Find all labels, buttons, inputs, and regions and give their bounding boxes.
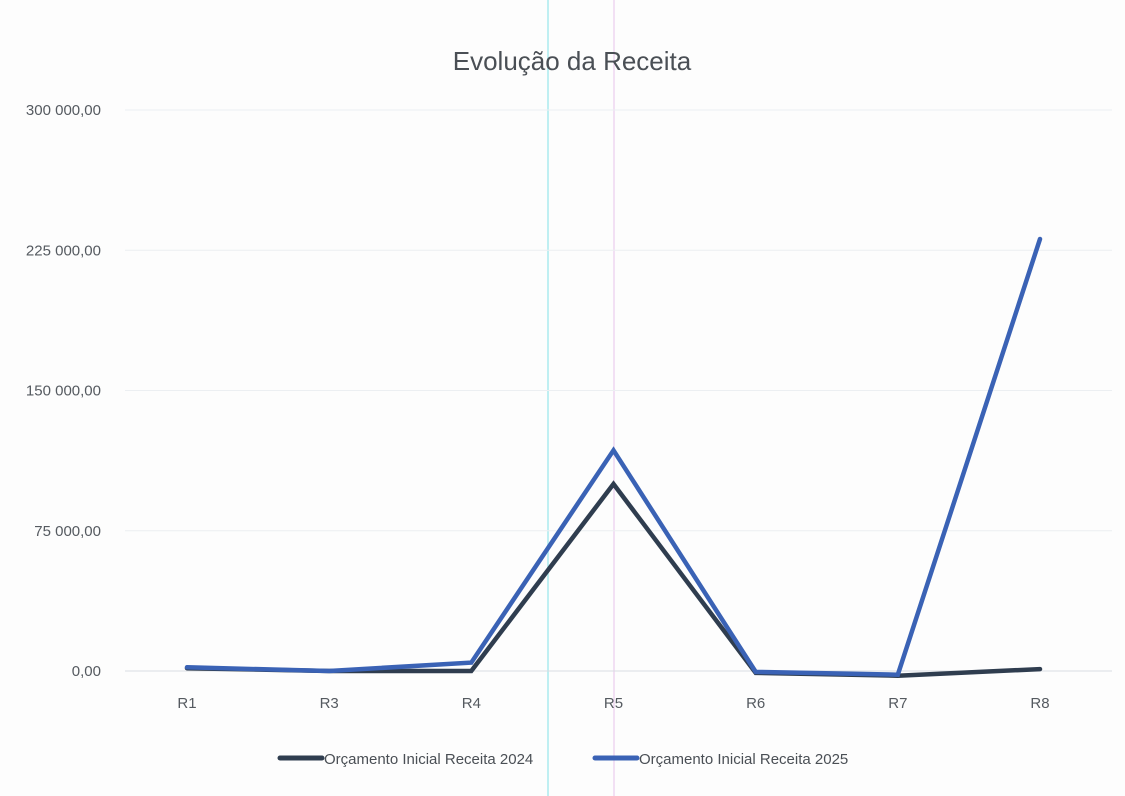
x-tick-label: R8 (1030, 695, 1049, 712)
chart-title: Evolução da Receita (453, 46, 692, 76)
y-tick-label: 75 000,00 (34, 523, 101, 540)
legend-label: Orçamento Inicial Receita 2024 (324, 751, 533, 768)
y-tick-label: 0,00 (72, 663, 101, 680)
legend-label: Orçamento Inicial Receita 2025 (639, 751, 848, 768)
x-axis: R1 R3 R4 R5 R6 R7 R8 (177, 695, 1049, 712)
x-tick-label: R4 (462, 695, 481, 712)
y-tick-label: 225 000,00 (26, 242, 101, 259)
gridlines (125, 109, 1112, 672)
x-tick-label: R1 (177, 695, 196, 712)
x-tick-label: R7 (888, 695, 907, 712)
x-tick-label: R5 (604, 695, 623, 712)
y-tick-label: 300 000,00 (26, 102, 101, 119)
x-tick-label: R3 (320, 695, 339, 712)
y-tick-label: 150 000,00 (26, 383, 101, 400)
x-tick-label: R6 (746, 695, 765, 712)
legend: Orçamento Inicial Receita 2024 Orçamento … (277, 751, 848, 768)
y-axis: 0,00 75 000,00 150 000,00 225 000,00 300 000… (26, 102, 101, 680)
series-group (184, 236, 1043, 678)
